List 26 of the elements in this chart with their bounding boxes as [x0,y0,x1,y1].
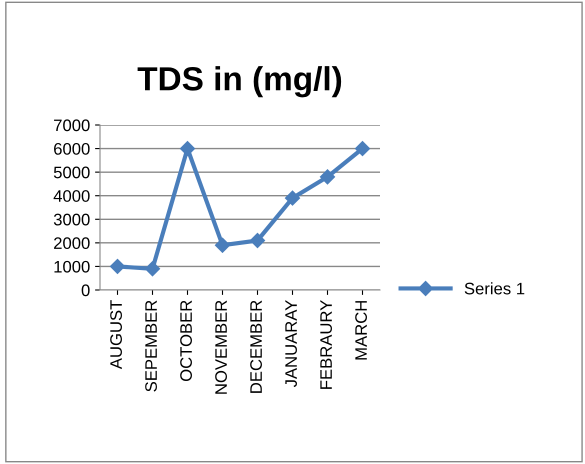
point [250,232,266,248]
y-tick-label: 4000 [54,190,90,202]
point [110,258,126,274]
y-tick-label: 0 [82,284,90,296]
x-tick-label: FEBRAURY [320,300,332,389]
legend-label: Series 1 [464,282,524,294]
point [144,261,160,276]
x-tick-label: MARCH [355,301,367,360]
x-tick-label: AUGUST [110,300,122,370]
point [214,238,230,253]
x-tick-label: SEPEMBER [145,300,157,392]
chart-title: TDS in (mg/l) [138,66,342,98]
y-tick-label: 7000 [54,119,90,132]
y-tick-label: 3000 [54,214,90,226]
point [354,141,370,156]
y-tick-label: 6000 [54,142,90,155]
point [180,141,196,156]
x-tick-label: JANUARAY [285,300,297,388]
x-tick-label: OCTOBER [180,300,192,382]
point [284,190,300,206]
x-tick-label: DECEMBER [250,300,262,393]
x-tick-label: NOVEMBER [215,300,227,394]
y-tick-label: 2000 [54,237,90,250]
point [320,169,336,184]
y-tick-label: 5000 [54,166,90,178]
y-tick-label: 1000 [54,260,90,273]
